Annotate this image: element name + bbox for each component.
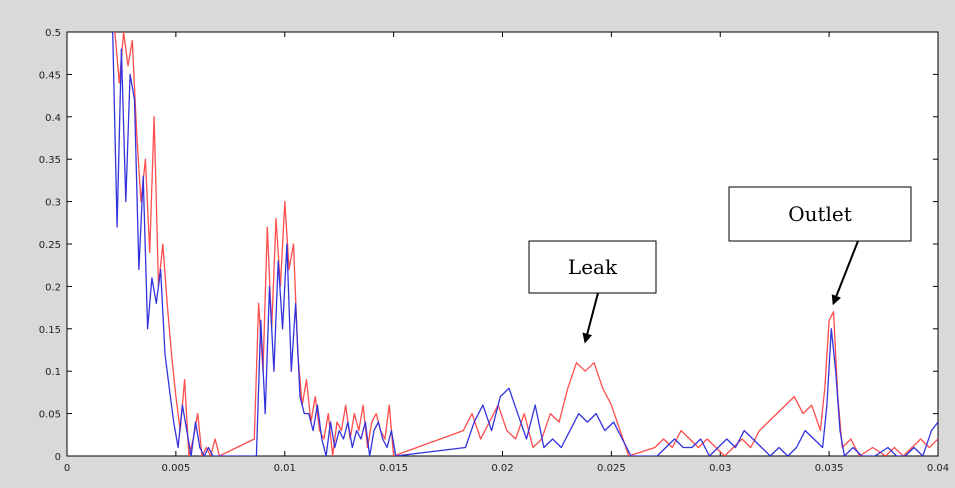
y-tick-label: 0.2 xyxy=(45,282,61,293)
y-tick-label: 0.35 xyxy=(39,155,61,166)
annotation-label: Leak xyxy=(568,255,618,279)
annotations: Leak Outlet xyxy=(528,186,912,344)
x-tick-label: 0.035 xyxy=(815,463,844,474)
annotation-arrow xyxy=(582,292,599,344)
y-tick-label: 0.4 xyxy=(45,113,61,124)
annotation-box xyxy=(728,186,912,242)
annotation-label: Outlet xyxy=(788,202,852,226)
x-tick-label: 0.04 xyxy=(927,463,949,474)
x-tick-label: 0.03 xyxy=(709,463,731,474)
plot-area xyxy=(66,31,939,457)
y-tick-label: 0 xyxy=(55,452,61,463)
y-tick-label: 0.25 xyxy=(39,240,61,251)
y-tick-label: 0.45 xyxy=(39,70,61,81)
y-tick-label: 0.3 xyxy=(45,198,61,209)
annotation-arrow xyxy=(831,240,859,306)
x-tick-label: 0 xyxy=(64,463,70,474)
series-line-1 xyxy=(114,32,938,456)
x-axis-tick-labels: 0 0.005 0.01 0.015 0.02 0.025 0.03 0.035 0.04 xyxy=(64,463,949,474)
series-line-2 xyxy=(112,32,938,456)
y-tick-label: 0.5 xyxy=(45,28,61,39)
x-tick-label: 0.015 xyxy=(379,463,408,474)
y-axis-tick-labels: 0 0.05 0.1 0.15 0.2 0.25 0.3 0.35 0.4 0.45 0.5 xyxy=(39,28,61,463)
x-tick-label: 0.025 xyxy=(597,463,626,474)
x-tick-label: 0.005 xyxy=(162,463,191,474)
x-tick-label: 0.01 xyxy=(274,463,296,474)
y-tick-label: 0.05 xyxy=(39,410,61,421)
series-group xyxy=(112,32,938,456)
annotation-box xyxy=(528,240,657,294)
y-tick-label: 0.1 xyxy=(45,367,61,378)
y-tick-label: 0.15 xyxy=(39,325,61,336)
x-tick-label: 0.02 xyxy=(491,463,513,474)
axis-ticks xyxy=(66,31,939,457)
